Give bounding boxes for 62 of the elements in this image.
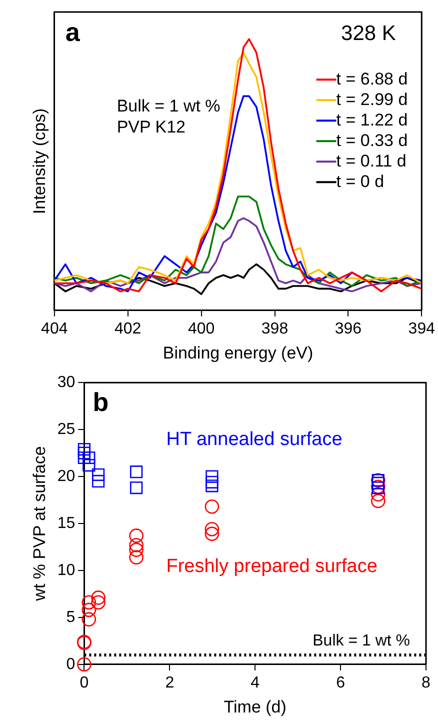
point xyxy=(129,550,144,564)
annotation: a xyxy=(65,17,80,48)
point xyxy=(130,466,143,478)
x-tick-label: 2 xyxy=(165,674,174,692)
x-tick-label: 400 xyxy=(188,320,215,338)
x-axis-title: Time (d) xyxy=(224,697,286,716)
legend-label: t = 0 d xyxy=(336,172,384,191)
annotation: Bulk = 1 wt % xyxy=(116,96,220,116)
series-label: HT annealed surface xyxy=(166,429,342,450)
annotation: 328 K xyxy=(341,22,396,46)
x-tick-label: 398 xyxy=(261,320,288,338)
y-tick-label: 20 xyxy=(57,468,76,485)
point xyxy=(91,595,106,610)
legend-label: t = 0.11 d xyxy=(336,151,406,170)
point xyxy=(371,494,386,508)
x-tick-label: 6 xyxy=(336,674,346,692)
point xyxy=(129,542,144,557)
x-tick-label: 402 xyxy=(114,320,142,338)
point xyxy=(371,487,386,502)
point xyxy=(206,470,218,483)
y-axis-title: wt % PVP at surface xyxy=(30,446,49,602)
x-tick-label: 396 xyxy=(334,320,362,338)
point xyxy=(204,522,220,536)
point xyxy=(129,538,144,552)
point xyxy=(91,590,106,605)
x-tick-label: 4 xyxy=(250,674,260,692)
point xyxy=(372,476,384,490)
y-axis-title: Intensity (cps) xyxy=(30,108,49,214)
point xyxy=(204,526,220,541)
x-axis-title: Binding energy (eV) xyxy=(162,343,314,362)
legend-label: t = 2.99 d xyxy=(336,90,408,109)
point xyxy=(78,442,91,456)
point xyxy=(92,468,105,481)
x-tick-label: 404 xyxy=(41,320,68,338)
annotation: b xyxy=(92,387,109,418)
point xyxy=(82,458,96,472)
ref-line-label: Bulk = 1 wt % xyxy=(312,632,410,650)
legend-label: t = 6.88 d xyxy=(336,69,408,88)
x-tick-label: 8 xyxy=(422,674,431,692)
y-tick-label: 0 xyxy=(66,656,76,673)
point xyxy=(82,602,96,618)
x-tick-label: 394 xyxy=(408,320,436,338)
y-tick-label: 30 xyxy=(57,374,76,392)
y-tick-label: 10 xyxy=(57,562,76,579)
x-tick-label: 0 xyxy=(80,674,89,692)
point xyxy=(77,657,92,672)
annotation: PVP K12 xyxy=(116,118,186,137)
point xyxy=(206,476,218,488)
point xyxy=(82,595,96,610)
point xyxy=(204,499,220,514)
point xyxy=(82,612,96,626)
series-label: Freshly prepared surface xyxy=(166,556,378,578)
point xyxy=(130,482,143,494)
point xyxy=(82,451,96,464)
point xyxy=(206,480,218,492)
point xyxy=(92,474,105,488)
point xyxy=(129,528,144,543)
legend-label: t = 1.22 d xyxy=(336,110,408,130)
y-tick-label: 25 xyxy=(57,420,76,438)
y-tick-label: 5 xyxy=(66,608,76,626)
legend-label: t = 0.33 d xyxy=(336,130,408,150)
y-tick-label: 15 xyxy=(57,514,76,532)
